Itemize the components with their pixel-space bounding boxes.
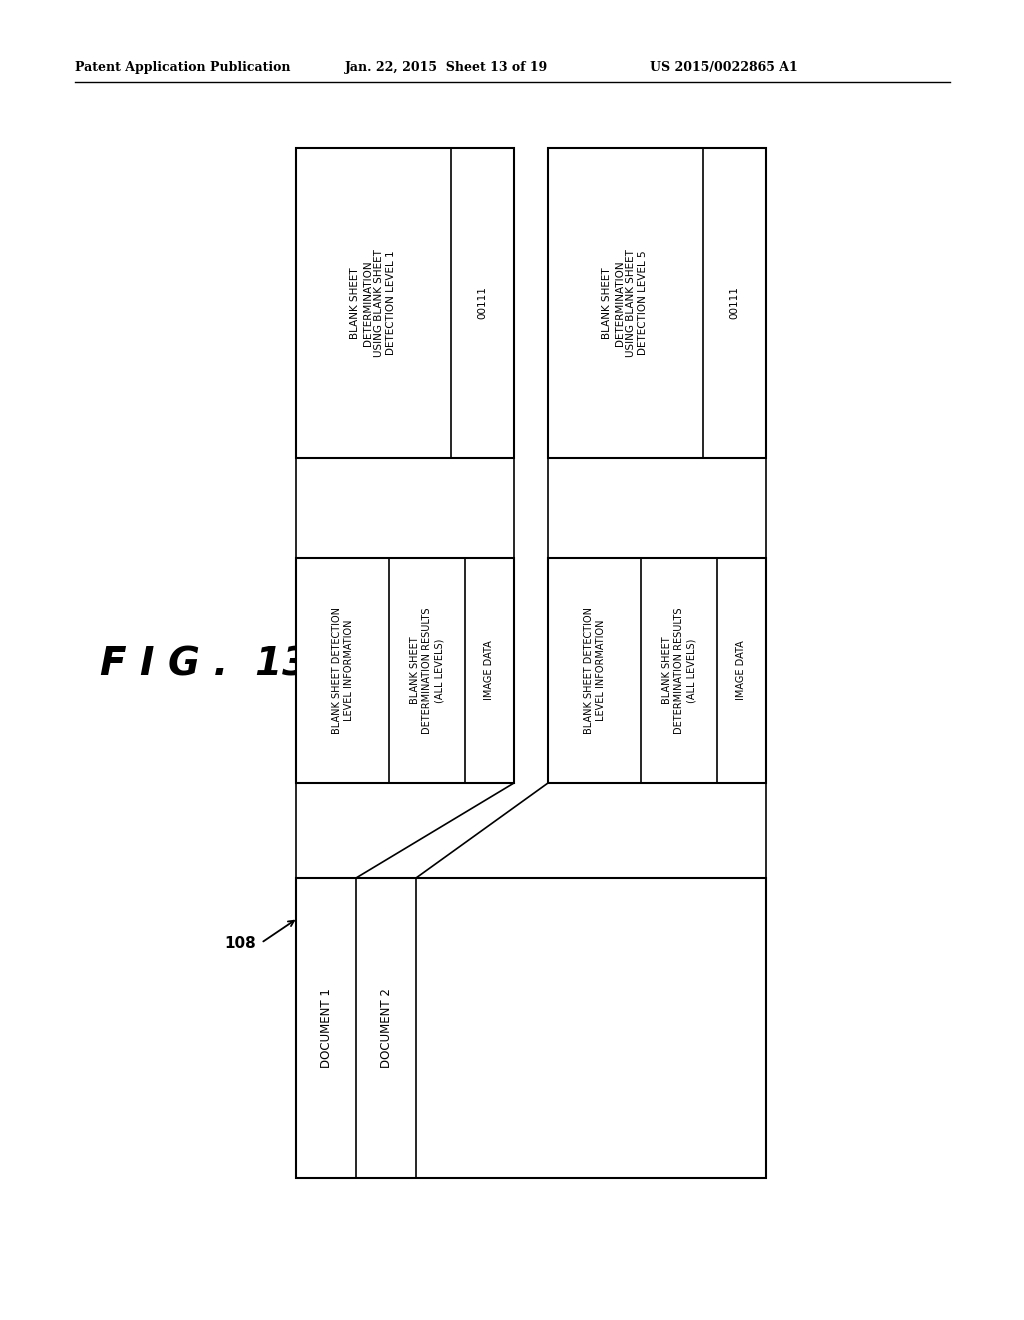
Bar xyxy=(296,878,766,1177)
Text: BLANK SHEET DETECTION
LEVEL INFORMATION: BLANK SHEET DETECTION LEVEL INFORMATION xyxy=(584,607,605,734)
Bar xyxy=(548,558,766,783)
Text: DOCUMENT 2: DOCUMENT 2 xyxy=(380,989,392,1068)
Text: BLANK SHEET
DETERMINATION
USING BLANK SHEET
DETECTION LEVEL 5: BLANK SHEET DETERMINATION USING BLANK SH… xyxy=(602,249,648,356)
Text: 00111: 00111 xyxy=(729,286,739,319)
Text: BLANK SHEET DETECTION
LEVEL INFORMATION: BLANK SHEET DETECTION LEVEL INFORMATION xyxy=(332,607,353,734)
Text: BLANK SHEET
DETERMINATION RESULTS
(ALL LEVELS): BLANK SHEET DETERMINATION RESULTS (ALL L… xyxy=(410,607,444,734)
Text: IMAGE DATA: IMAGE DATA xyxy=(484,640,495,701)
Text: 00111: 00111 xyxy=(477,286,487,319)
Bar xyxy=(296,558,514,783)
Text: DOCUMENT 1: DOCUMENT 1 xyxy=(319,989,333,1068)
Text: F I G .  13: F I G . 13 xyxy=(100,645,309,684)
Text: Jan. 22, 2015  Sheet 13 of 19: Jan. 22, 2015 Sheet 13 of 19 xyxy=(345,62,548,74)
Text: BLANK SHEET
DETERMINATION RESULTS
(ALL LEVELS): BLANK SHEET DETERMINATION RESULTS (ALL L… xyxy=(662,607,696,734)
Text: BLANK SHEET
DETERMINATION
USING BLANK SHEET
DETECTION LEVEL 1: BLANK SHEET DETERMINATION USING BLANK SH… xyxy=(350,249,396,356)
Text: Patent Application Publication: Patent Application Publication xyxy=(75,62,291,74)
Text: US 2015/0022865 A1: US 2015/0022865 A1 xyxy=(650,62,798,74)
Bar xyxy=(548,148,766,458)
Text: 108: 108 xyxy=(224,936,256,950)
Text: IMAGE DATA: IMAGE DATA xyxy=(736,640,746,701)
Bar xyxy=(296,148,514,458)
